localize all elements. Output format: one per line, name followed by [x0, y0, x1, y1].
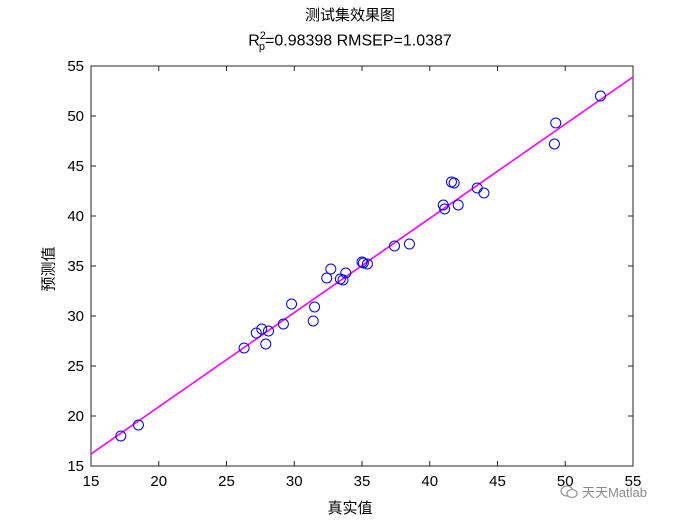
x-tick-label: 45	[489, 473, 506, 490]
x-tick-label: 40	[421, 473, 438, 490]
x-tick-label: 20	[150, 473, 167, 490]
y-tick-label: 55	[67, 58, 84, 75]
data-point	[548, 138, 560, 150]
x-tick-label: 15	[83, 473, 100, 490]
data-point	[337, 274, 349, 286]
data-point	[277, 318, 289, 330]
fit-line-group	[90, 76, 634, 455]
data-point	[389, 240, 401, 252]
data-point	[132, 419, 144, 431]
data-point	[256, 323, 268, 335]
subtitle-r: R	[248, 32, 260, 50]
x-tick-label: 35	[354, 473, 371, 490]
data-point	[478, 187, 490, 199]
data-point	[309, 301, 321, 313]
data-point	[340, 267, 352, 279]
x-tick-label: 55	[625, 473, 642, 490]
y-tick-label: 35	[67, 258, 84, 275]
data-point	[260, 338, 272, 350]
data-point	[361, 258, 373, 270]
data-points	[115, 90, 606, 442]
data-point	[115, 430, 127, 442]
y-tick-label: 30	[67, 308, 84, 325]
y-tick-label: 20	[67, 408, 84, 425]
y-axis-label: 预测值	[39, 246, 58, 292]
data-point	[594, 90, 606, 102]
data-point	[357, 257, 369, 269]
data-point	[439, 203, 451, 215]
subtitle-sup: 2	[259, 30, 266, 42]
data-point	[321, 272, 333, 284]
watermark-text: 天天Matlab	[582, 485, 648, 500]
fit-line	[90, 76, 634, 455]
y-tick-label: 40	[67, 208, 84, 225]
data-point	[403, 238, 415, 250]
data-point	[550, 117, 562, 129]
x-tick-label: 30	[286, 473, 303, 490]
x-tick-label: 25	[218, 473, 235, 490]
watermark: 天天Matlab	[560, 482, 647, 501]
data-point	[307, 315, 319, 327]
data-point	[286, 298, 298, 310]
data-point	[263, 325, 275, 337]
subtitle-sub: p	[258, 40, 265, 53]
data-point	[250, 327, 262, 339]
data-point	[356, 256, 368, 268]
chart-subtitle: R2p=0.98398 RMSEP=1.0387	[0, 30, 700, 53]
chart-title: 测试集效果图	[304, 6, 395, 24]
data-point	[452, 199, 464, 211]
y-tick-label: 45	[67, 158, 84, 175]
data-point	[448, 177, 460, 189]
wechat-icon	[560, 484, 578, 498]
data-point	[325, 263, 337, 275]
y-tick-label: 25	[67, 358, 84, 375]
y-tick-label: 50	[67, 108, 84, 125]
data-point	[238, 342, 250, 354]
x-axis-label: 真实值	[327, 499, 373, 517]
y-tick-label: 15	[67, 458, 84, 475]
subtitle-metrics: =0.98398 RMSEP=1.0387	[265, 32, 452, 50]
